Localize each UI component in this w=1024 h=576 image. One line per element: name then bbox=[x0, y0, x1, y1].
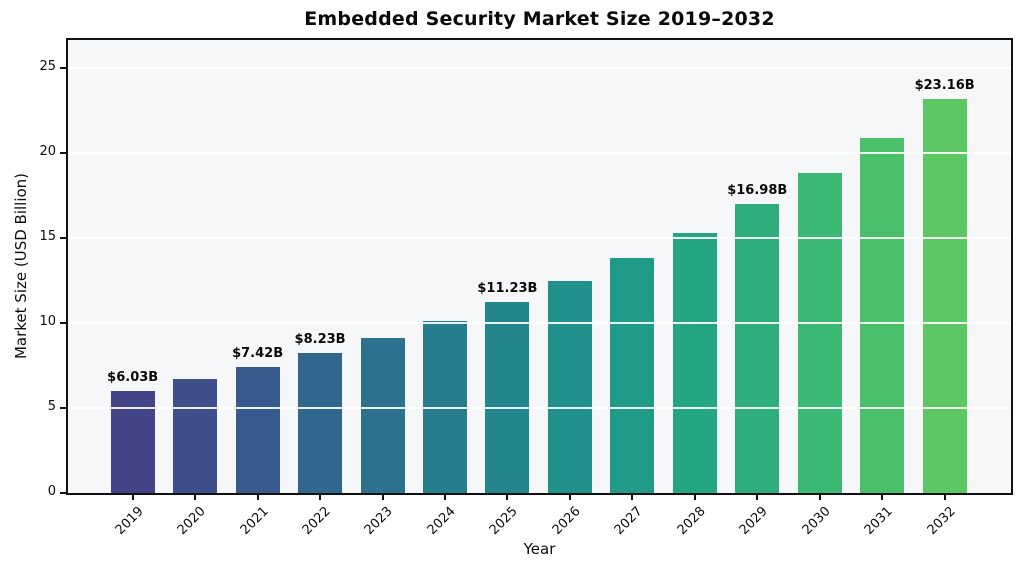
x-tick-mark bbox=[756, 495, 759, 500]
bar bbox=[547, 281, 592, 493]
plot-area: $6.03B $7.42B $8.23B $11.23B $16.98B $23.16B bbox=[68, 40, 1011, 493]
x-tick-mark bbox=[818, 495, 821, 500]
x-tick-mark bbox=[256, 495, 259, 500]
y-tick-label: 15 bbox=[39, 229, 56, 245]
x-tick-label-text: 2022 bbox=[299, 504, 334, 539]
y-tick-mark bbox=[60, 407, 66, 409]
x-tick-mark bbox=[381, 495, 384, 500]
x-tick-label-text: 2024 bbox=[424, 504, 459, 539]
gridline bbox=[68, 67, 1011, 70]
x-tick-label-text: 2027 bbox=[611, 504, 646, 539]
x-tick-label-text: 2025 bbox=[487, 504, 522, 539]
bar-value-label: $8.23B bbox=[294, 332, 346, 348]
bar bbox=[485, 302, 530, 493]
bar bbox=[110, 390, 155, 493]
x-tick-mark bbox=[131, 495, 134, 500]
y-tick-label: 20 bbox=[39, 144, 56, 160]
gridline bbox=[68, 322, 1011, 325]
bar bbox=[860, 137, 905, 493]
gridline bbox=[68, 407, 1011, 409]
bar bbox=[797, 172, 842, 493]
y-tick-mark bbox=[60, 322, 66, 325]
bar bbox=[360, 337, 405, 493]
y-tick-label: 10 bbox=[39, 314, 56, 330]
x-tick-label-text: 2031 bbox=[861, 504, 896, 539]
x-tick-label-text: 2029 bbox=[736, 504, 771, 539]
x-tick-label-text: 2030 bbox=[799, 504, 834, 539]
chart-title: Embedded Security Market Size 2019–2032 bbox=[304, 8, 775, 30]
x-tick-mark bbox=[443, 495, 446, 500]
x-tick-mark bbox=[631, 495, 634, 500]
y-axis-label: Market Size (USD Billion) bbox=[12, 172, 30, 360]
y-tick-mark bbox=[60, 152, 66, 155]
y-tick-mark bbox=[60, 237, 66, 240]
x-tick-mark bbox=[506, 495, 509, 500]
y-tick-mark bbox=[60, 492, 66, 494]
x-tick-label-text: 2020 bbox=[174, 504, 209, 539]
bar-value-label: $6.03B bbox=[107, 369, 159, 385]
y-tick-label: 25 bbox=[39, 59, 56, 75]
x-tick-label-text: 2028 bbox=[674, 504, 709, 539]
x-tick-label-text: 2021 bbox=[237, 504, 272, 539]
y-tick-mark bbox=[60, 67, 66, 70]
bar bbox=[298, 353, 343, 493]
bar bbox=[610, 258, 655, 493]
x-tick-mark bbox=[319, 495, 322, 500]
gridline bbox=[68, 237, 1011, 240]
bar bbox=[672, 232, 717, 493]
y-tick-label: 0 bbox=[47, 484, 56, 499]
x-tick-mark bbox=[943, 495, 946, 500]
bar-value-label: $23.16B bbox=[914, 78, 975, 94]
x-axis-label: Year bbox=[523, 540, 556, 558]
bar bbox=[922, 99, 967, 493]
bar bbox=[235, 366, 280, 493]
x-tick-label-text: 2026 bbox=[549, 504, 584, 539]
bar bbox=[735, 204, 780, 493]
x-tick-mark bbox=[194, 495, 197, 500]
bar-value-label: $11.23B bbox=[477, 281, 538, 297]
bar bbox=[422, 320, 467, 493]
x-tick-mark bbox=[568, 495, 571, 500]
x-tick-label-text: 2019 bbox=[112, 504, 147, 539]
bar bbox=[173, 379, 218, 493]
bar-value-label: $7.42B bbox=[232, 345, 284, 361]
gridline bbox=[68, 152, 1011, 155]
bar-value-label: $16.98B bbox=[727, 183, 788, 199]
x-tick-label-text: 2032 bbox=[924, 504, 959, 539]
x-tick-mark bbox=[693, 495, 696, 500]
y-tick-label: 5 bbox=[47, 399, 56, 414]
x-tick-label-text: 2023 bbox=[362, 504, 397, 539]
x-tick-mark bbox=[881, 495, 884, 500]
